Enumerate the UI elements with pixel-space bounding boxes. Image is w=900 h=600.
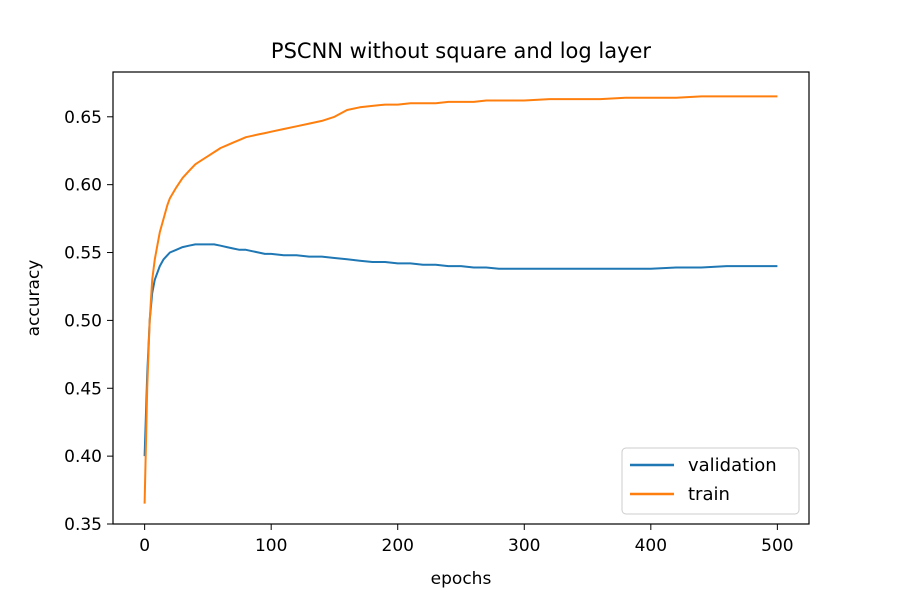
- y-tick-label: 0.35: [64, 515, 102, 535]
- x-tick-label: 300: [508, 536, 540, 556]
- y-axis-label: accuracy: [24, 260, 44, 337]
- x-tick-label: 0: [139, 536, 150, 556]
- legend-label-validation: validation: [688, 455, 777, 476]
- ticks-group: 0 100 200 300 400 500 0.35 0.40 0.45 0.50 0.55 0.60…: [64, 108, 793, 556]
- y-tick-label: 0.55: [64, 244, 102, 264]
- y-tick-label: 0.50: [64, 311, 102, 331]
- y-tick-label: 0.45: [64, 379, 102, 399]
- x-tick-label: 500: [761, 536, 793, 556]
- legend-label-train: train: [688, 484, 730, 505]
- y-tick-label: 0.40: [64, 447, 102, 467]
- y-tick-label: 0.60: [64, 176, 102, 196]
- series-line-train: [143, 95, 778, 504]
- plot-frame: [112, 71, 810, 525]
- x-tick-label: 100: [255, 536, 287, 556]
- y-tick-label: 0.65: [64, 108, 102, 128]
- series-group: [143, 95, 778, 504]
- chart-title: PSCNN without square and log layer: [271, 39, 652, 63]
- x-axis-label: epochs: [431, 569, 492, 589]
- x-tick-label: 400: [635, 536, 667, 556]
- series-line-validation: [143, 243, 778, 457]
- legend: validation train: [621, 447, 800, 515]
- x-tick-label: 200: [382, 536, 414, 556]
